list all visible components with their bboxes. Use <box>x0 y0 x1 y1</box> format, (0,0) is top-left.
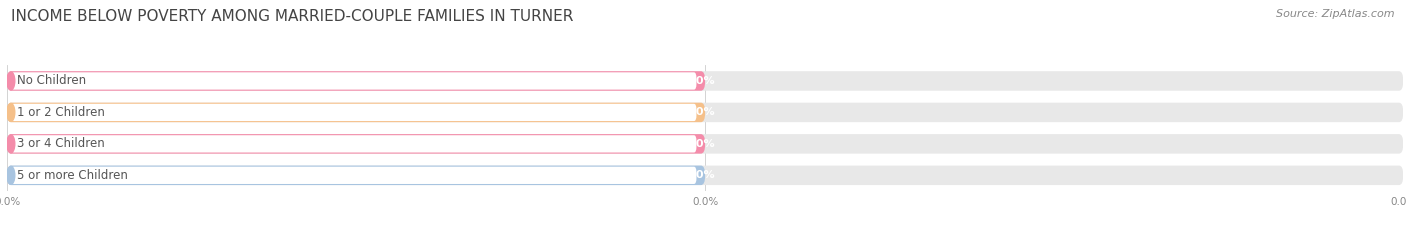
FancyBboxPatch shape <box>7 103 1403 122</box>
FancyBboxPatch shape <box>11 167 696 184</box>
Circle shape <box>7 72 15 90</box>
Text: Source: ZipAtlas.com: Source: ZipAtlas.com <box>1277 9 1395 19</box>
Circle shape <box>7 166 15 184</box>
FancyBboxPatch shape <box>7 166 1403 185</box>
FancyBboxPatch shape <box>7 71 706 91</box>
Text: 0.0%: 0.0% <box>685 76 716 86</box>
FancyBboxPatch shape <box>7 166 706 185</box>
FancyBboxPatch shape <box>11 104 696 121</box>
FancyBboxPatch shape <box>11 72 696 90</box>
Text: 0.0%: 0.0% <box>685 107 716 117</box>
Text: 0.0%: 0.0% <box>685 139 716 149</box>
Text: 0.0%: 0.0% <box>685 170 716 180</box>
FancyBboxPatch shape <box>7 134 706 154</box>
Circle shape <box>7 103 15 121</box>
FancyBboxPatch shape <box>11 135 696 153</box>
FancyBboxPatch shape <box>7 71 1403 91</box>
Text: 5 or more Children: 5 or more Children <box>17 169 128 182</box>
FancyBboxPatch shape <box>7 134 1403 154</box>
FancyBboxPatch shape <box>7 103 706 122</box>
Text: 3 or 4 Children: 3 or 4 Children <box>17 137 104 150</box>
Circle shape <box>7 135 15 153</box>
Text: INCOME BELOW POVERTY AMONG MARRIED-COUPLE FAMILIES IN TURNER: INCOME BELOW POVERTY AMONG MARRIED-COUPL… <box>11 9 574 24</box>
Text: No Children: No Children <box>17 75 86 87</box>
Text: 1 or 2 Children: 1 or 2 Children <box>17 106 104 119</box>
